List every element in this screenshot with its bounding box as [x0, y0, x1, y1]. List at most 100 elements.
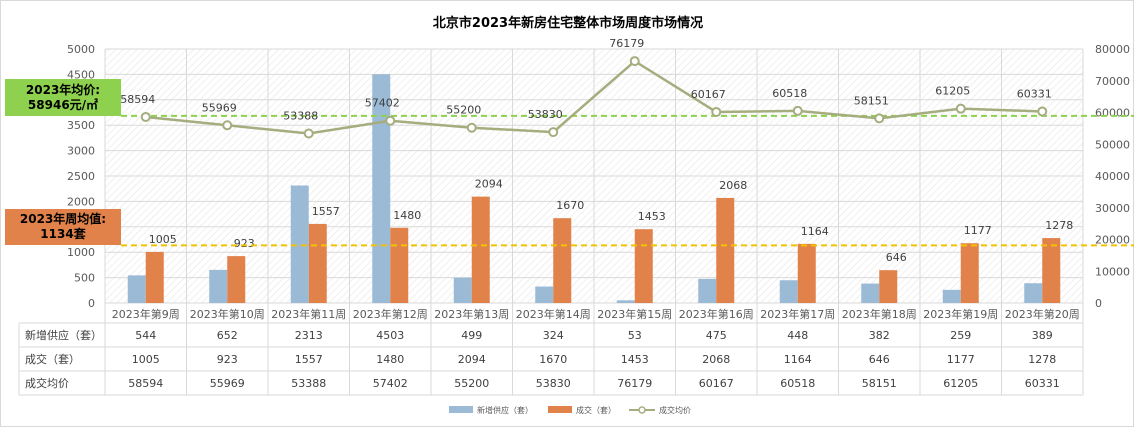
- table-row-header: 成交（套）: [25, 352, 80, 366]
- table-cell: 499: [461, 329, 482, 342]
- left-axis-tick-label: 3000: [67, 145, 95, 158]
- right-axis-tick-label: 40000: [1095, 170, 1130, 183]
- table-cell: 1557: [295, 353, 323, 366]
- table-cell: 2313: [295, 329, 323, 342]
- deals-data-label: 1480: [393, 209, 421, 222]
- left-axis-tick-label: 2500: [67, 170, 95, 183]
- table-cell: 1453: [621, 353, 649, 366]
- table-row-header: 成交均价: [25, 376, 69, 390]
- bar-deals: [797, 243, 816, 303]
- table-cell: 448: [787, 329, 808, 342]
- table-cell: 1278: [1028, 353, 1056, 366]
- table-cell: 1005: [132, 353, 160, 366]
- left-axis-tick-label: 5000: [67, 43, 95, 56]
- deals-data-label: 2094: [475, 178, 503, 191]
- price-point: [222, 120, 233, 131]
- legend-swatch-supply: [449, 406, 473, 413]
- x-axis-tick-label: 2023年第17周: [760, 307, 835, 321]
- price-data-label: 58594: [120, 93, 155, 106]
- price-point: [629, 56, 640, 67]
- x-axis-tick-label: 2023年第15周: [597, 307, 672, 321]
- table-row-header: 新增供应（套）: [25, 328, 102, 342]
- x-axis-tick-label: 2023年第19周: [923, 307, 998, 321]
- right-axis-tick-label: 30000: [1095, 202, 1130, 215]
- price-data-label: 60331: [1017, 87, 1052, 100]
- bar-deals: [879, 270, 898, 303]
- price-point: [1037, 106, 1048, 117]
- table-cell: 324: [543, 329, 564, 342]
- left-axis-tick-label: 500: [74, 272, 95, 285]
- table-cell: 53: [628, 329, 642, 342]
- bar-supply: [861, 283, 880, 303]
- bar-deals: [227, 256, 246, 303]
- deals-data-label: 1164: [801, 225, 829, 238]
- left-axis-tick-label: 0: [88, 297, 95, 310]
- deals-data-label: 1278: [1045, 219, 1073, 232]
- table-cell: 60518: [780, 377, 815, 390]
- table-cell: 4503: [376, 329, 404, 342]
- price-point: [385, 115, 396, 126]
- chart-title: 北京市2023年新房住宅整体市场周度市场情况: [433, 15, 703, 31]
- x-axis-tick-label: 2023年第11周: [271, 307, 346, 321]
- bar-supply: [942, 289, 961, 303]
- avg-price-annotation-line1: 2023年均价:: [25, 83, 101, 97]
- bar-supply: [209, 269, 228, 303]
- x-axis-tick-label: 2023年第18周: [842, 307, 917, 321]
- price-point: [711, 106, 722, 117]
- legend-label-supply: 新增供应（套）: [477, 405, 533, 415]
- table-cell: 475: [706, 329, 727, 342]
- right-axis-tick-label: 20000: [1095, 234, 1130, 247]
- price-point: [792, 105, 803, 116]
- x-axis-tick-label: 2023年第14周: [516, 307, 591, 321]
- price-data-label: 60518: [772, 87, 807, 100]
- table-cell: 2094: [458, 353, 486, 366]
- price-data-label: 58151: [854, 94, 889, 107]
- bar-supply: [616, 300, 635, 303]
- right-axis-tick-label: 0: [1095, 297, 1102, 310]
- avg-volume-annotation-line2: 1134套: [40, 227, 86, 241]
- price-data-label: 53830: [528, 108, 563, 121]
- legend-label-price: 成交均价: [659, 405, 691, 415]
- table-cell: 382: [869, 329, 890, 342]
- price-point: [466, 122, 477, 133]
- right-axis-tick-label: 50000: [1095, 138, 1130, 151]
- bar-deals: [390, 227, 409, 303]
- bar-supply: [127, 275, 146, 303]
- table-cell: 923: [217, 353, 238, 366]
- bar-supply: [1024, 283, 1043, 303]
- bar-supply: [453, 277, 472, 303]
- price-line: [145, 59, 1043, 135]
- price-data-label: 55200: [446, 104, 481, 117]
- price-data-label: 55969: [202, 101, 237, 114]
- table-cell: 57402: [373, 377, 408, 390]
- x-axis-tick-label: 2023年第20周: [1005, 307, 1080, 321]
- legend-swatch-price-marker: [638, 406, 646, 414]
- right-axis-tick-label: 80000: [1095, 43, 1130, 56]
- bar-deals: [308, 223, 327, 303]
- x-axis-tick-label: 2023年第16周: [679, 307, 754, 321]
- deals-data-label: 1177: [964, 224, 992, 237]
- left-axis-tick-label: 4500: [67, 68, 95, 81]
- table-cell: 58594: [128, 377, 163, 390]
- bar-deals: [1042, 238, 1061, 303]
- deals-data-label: 2068: [719, 179, 747, 192]
- left-axis-tick-label: 2000: [67, 195, 95, 208]
- price-point: [303, 128, 314, 139]
- deals-data-label: 1453: [638, 210, 666, 223]
- legend-label-deals: 成交（套）: [576, 405, 616, 415]
- table-cell: 1480: [376, 353, 404, 366]
- left-axis-tick-label: 1000: [67, 246, 95, 259]
- price-data-label: 60167: [691, 88, 726, 101]
- avg-volume-annotation: 2023年周均值: 1134套: [5, 209, 121, 245]
- deals-data-label: 1670: [556, 199, 584, 212]
- bar-supply: [535, 286, 554, 303]
- bar-deals: [634, 229, 653, 303]
- avg-price-annotation: 2023年均价: 58946元/㎡: [5, 79, 121, 116]
- table-cell: 61205: [943, 377, 978, 390]
- deals-data-label: 1005: [149, 233, 177, 246]
- bar-supply: [698, 278, 717, 303]
- table-cell: 55200: [454, 377, 489, 390]
- table-cell: 259: [950, 329, 971, 342]
